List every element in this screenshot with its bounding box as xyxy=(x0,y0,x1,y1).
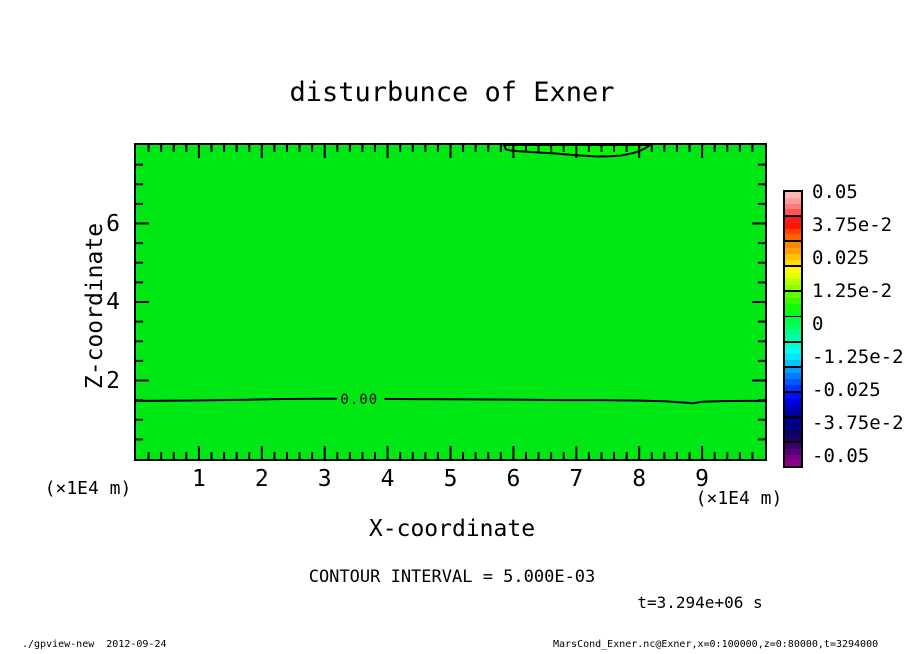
footer-data-source-stamp: MarsCond_Exner.nc@Exner,x=0:100000,z=0:8… xyxy=(553,639,879,650)
contour-line xyxy=(384,397,765,405)
colorbar-strip xyxy=(785,323,801,330)
colorbar-tick-label: 0.05 xyxy=(812,181,858,203)
colorbar-strip xyxy=(785,309,801,316)
chart-title: disturbunce of Exner xyxy=(289,77,615,108)
colorbar-strip xyxy=(785,460,801,467)
colorbar-strip xyxy=(785,228,801,235)
colorbar-strip xyxy=(785,334,801,341)
colorbar-strip xyxy=(785,359,801,366)
colorbar-strip xyxy=(785,435,801,441)
contour-interval-text: CONTOUR INTERVAL = 5.000E-03 xyxy=(308,567,596,587)
colorbar-strip xyxy=(785,454,801,461)
y-tick-label: 2 xyxy=(106,367,120,394)
colorbar-tick-label: -0.05 xyxy=(812,445,870,467)
x-tick-label: 8 xyxy=(632,466,647,492)
y-axis-title: Z-coordinate xyxy=(82,222,108,390)
colorbar-strip xyxy=(785,234,801,241)
colorbar-block xyxy=(785,342,801,368)
colorbar-strip xyxy=(785,247,801,254)
colorbar-strip xyxy=(785,278,801,285)
x-tick-label: 7 xyxy=(569,466,584,492)
colorbar-strip xyxy=(785,203,801,210)
colorbar-strip xyxy=(785,192,801,198)
colorbar-strip xyxy=(785,379,801,385)
colorbar-tick-label: 1.25e-2 xyxy=(812,280,893,302)
colorbar-strip xyxy=(785,222,801,229)
colorbar-strip xyxy=(785,242,801,248)
colorbar-block xyxy=(785,292,801,318)
colorbar-strip xyxy=(785,373,801,380)
colorbar-block xyxy=(785,442,801,467)
colorbar-strip xyxy=(785,342,801,349)
colorbar-labels: 0.05 3.75e-2 0.025 1.25e-2 0 -1.25e-2 -0.025 -3… xyxy=(812,181,904,468)
colorbar-strip xyxy=(785,329,801,335)
colorbar-block xyxy=(785,417,801,443)
colorbar-block xyxy=(785,392,801,418)
colorbar-strip xyxy=(785,448,801,455)
x-axis-unit-left: (×1E4 m) xyxy=(44,478,132,499)
colorbar-block xyxy=(785,317,801,343)
x-axis-title: X-coordinate xyxy=(368,516,536,542)
x-tick-label: 4 xyxy=(380,466,395,492)
x-tick-label: 5 xyxy=(443,466,458,492)
colorbar-strip xyxy=(785,292,801,299)
footer-program-stamp: ./gpview-new 2012-09-24 xyxy=(22,639,167,650)
colorbar-strip xyxy=(785,392,801,399)
colorbar-strip xyxy=(785,442,801,449)
colorbar-block xyxy=(785,242,801,268)
x-tick-label: 9 xyxy=(695,466,710,492)
colorbar-tick-label: 0.025 xyxy=(812,247,870,269)
colorbar-strip xyxy=(785,348,801,355)
plot-field-svg xyxy=(136,145,765,459)
colorbar-strip xyxy=(785,267,801,274)
colorbar-block xyxy=(785,367,801,393)
colorbar-tick-label: 3.75e-2 xyxy=(812,214,893,236)
x-tick-label: 1 xyxy=(191,466,206,492)
colorbar xyxy=(783,190,803,468)
colorbar-strip xyxy=(785,209,801,216)
colorbar-block xyxy=(785,192,801,218)
colorbar-tick-label: -0.025 xyxy=(812,379,881,401)
contour-line-label: 0.00 xyxy=(340,392,379,409)
colorbar-strip xyxy=(785,423,801,430)
x-tick-label: 6 xyxy=(506,466,521,492)
colorbar-strip xyxy=(785,417,801,424)
colorbar-strip xyxy=(785,429,801,436)
colorbar-strip xyxy=(785,367,801,374)
colorbar-tick-label: 0 xyxy=(812,313,824,335)
colorbar-strip xyxy=(785,354,801,360)
colorbar-block xyxy=(785,267,801,293)
colorbar-tick-label: -1.25e-2 xyxy=(812,346,904,368)
colorbar-strip xyxy=(785,284,801,291)
colorbar-tick-label: -3.75e-2 xyxy=(812,412,904,434)
plot-area: 0.00 xyxy=(134,143,767,461)
colorbar-strip xyxy=(785,298,801,304)
colorbar-strip xyxy=(785,410,801,416)
colorbar-strip xyxy=(785,385,801,391)
x-tick-label: 2 xyxy=(254,466,269,492)
colorbar-strip xyxy=(785,197,801,204)
colorbar-strip xyxy=(785,317,801,324)
y-tick-label: 6 xyxy=(106,210,120,237)
colorbar-strip xyxy=(785,253,801,260)
colorbar-strip xyxy=(785,398,801,405)
colorbar-strip xyxy=(785,303,801,310)
colorbar-strip xyxy=(785,404,801,411)
colorbar-block xyxy=(785,217,801,243)
contour-line xyxy=(136,397,338,402)
colorbar-strip xyxy=(785,217,801,223)
x-tick-label: 3 xyxy=(317,466,332,492)
colorbar-strip xyxy=(785,259,801,266)
colorbar-strip xyxy=(785,273,801,279)
y-tick-label: 4 xyxy=(106,289,120,315)
time-annotation: t=3.294e+06 s xyxy=(637,593,763,612)
x-axis-unit-right: (×1E4 m) xyxy=(695,488,783,509)
tone-fill-field xyxy=(136,145,765,459)
